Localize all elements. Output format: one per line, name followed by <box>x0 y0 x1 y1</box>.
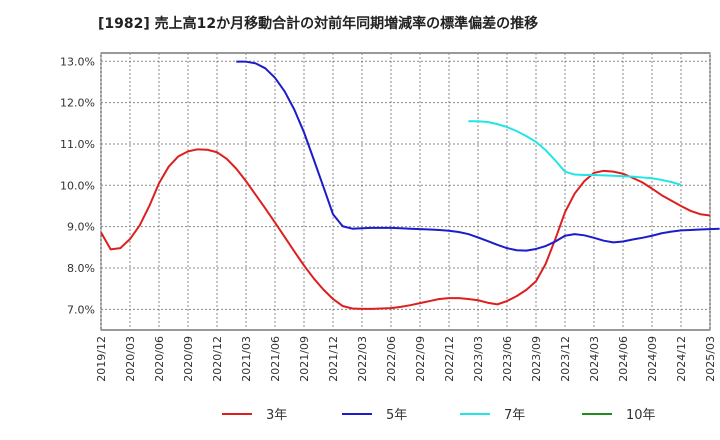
x-tick-label: 2024/06 <box>617 336 630 382</box>
x-tick-label: 2020/03 <box>124 336 137 382</box>
x-tick-label: 2023/12 <box>559 336 572 382</box>
x-tick-label: 2021/12 <box>327 336 340 382</box>
x-tick-label: 2022/03 <box>356 336 369 382</box>
x-tick-label: 2021/06 <box>269 336 282 382</box>
x-tick-label: 2020/06 <box>153 336 166 382</box>
x-axis-ticks: 2019/12 2020/03 2020/06 2020/09 2020/12 2021/… <box>95 336 717 382</box>
x-tick-label: 2022/09 <box>414 336 427 382</box>
series-line <box>468 120 682 186</box>
plot-area <box>100 52 711 331</box>
x-tick-label: 2024/09 <box>646 336 659 382</box>
legend: 3年 5年 7年 10年 <box>222 408 656 423</box>
x-tick-label: 2021/09 <box>298 336 311 382</box>
y-tick-label: 13.0% <box>60 55 95 68</box>
x-tick-label: 2025/03 <box>704 336 717 382</box>
x-tick-label: 2023/06 <box>501 336 514 382</box>
x-tick-label: 2022/12 <box>443 336 456 382</box>
chart-title: [1982] 売上高12か月移動合計の対前年同期増減率の標準偏差の推移 <box>98 15 538 32</box>
x-tick-label: 2024/03 <box>588 336 601 382</box>
x-tick-label: 2024/12 <box>675 336 688 382</box>
grid <box>100 53 711 330</box>
series-lines <box>100 60 720 310</box>
x-tick-label: 2021/03 <box>240 336 253 382</box>
legend-label: 5年 <box>386 408 407 423</box>
series-line <box>236 60 720 252</box>
y-tick-label: 12.0% <box>60 97 95 110</box>
x-tick-label: 2023/09 <box>530 336 543 382</box>
y-tick-label: 9.0% <box>67 221 95 234</box>
y-tick-label: 10.0% <box>60 179 95 192</box>
y-tick-label: 8.0% <box>67 262 95 275</box>
y-axis-ticks: 7.0% 8.0% 9.0% 10.0% 11.0% 12.0% 13.0% <box>60 55 95 316</box>
legend-label: 7年 <box>504 408 525 423</box>
x-tick-label: 2020/12 <box>211 336 224 382</box>
legend-label: 10年 <box>626 408 656 423</box>
x-tick-label: 2023/03 <box>472 336 485 382</box>
series-line <box>100 148 711 310</box>
x-tick-label: 2020/09 <box>182 336 195 382</box>
x-tick-label: 2019/12 <box>95 336 108 382</box>
legend-label: 3年 <box>266 408 287 423</box>
y-tick-label: 7.0% <box>67 303 95 316</box>
x-tick-label: 2022/06 <box>385 336 398 382</box>
y-tick-label: 11.0% <box>60 138 95 151</box>
